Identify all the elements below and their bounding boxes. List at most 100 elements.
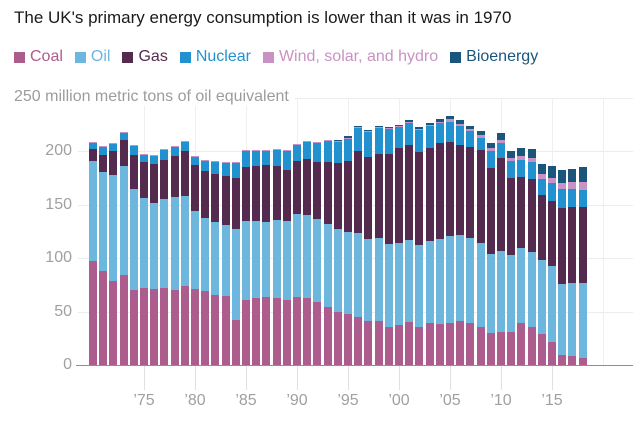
bar-1971 bbox=[99, 146, 108, 365]
bar-segment-coal bbox=[313, 301, 322, 365]
bar-segment-nuclear bbox=[466, 131, 475, 148]
bar-segment-coal bbox=[507, 331, 516, 365]
bar-segment-gas bbox=[405, 144, 414, 241]
bar-segment-wind-solar-and-hydro bbox=[425, 124, 434, 126]
bar-segment-bioenergy bbox=[486, 142, 495, 149]
bar-1994 bbox=[333, 139, 342, 365]
bar-segment-nuclear bbox=[272, 150, 281, 167]
bar-segment-nuclear bbox=[568, 188, 577, 207]
bar-segment-oil bbox=[405, 240, 414, 323]
bar-segment-wind-solar-and-hydro bbox=[119, 132, 128, 134]
bar-segment-coal bbox=[435, 324, 444, 365]
bar-segment-oil bbox=[313, 218, 322, 302]
bar-segment-oil bbox=[333, 229, 342, 312]
bar-1978 bbox=[170, 146, 179, 365]
bar-segment-oil bbox=[282, 220, 291, 300]
bar-segment-gas bbox=[548, 200, 556, 266]
bar-1975 bbox=[140, 153, 148, 365]
bar-segment-coal bbox=[303, 297, 312, 365]
bar-segment-gas bbox=[293, 161, 301, 215]
x-tick-label: ’00 bbox=[388, 392, 410, 409]
bar-segment-bioenergy bbox=[558, 169, 567, 184]
bar-segment-nuclear bbox=[129, 146, 138, 155]
bar-segment-nuclear bbox=[456, 125, 465, 145]
x-tick-mark bbox=[144, 365, 145, 390]
bar-segment-bioenergy bbox=[425, 122, 434, 125]
bar-segment-nuclear bbox=[293, 145, 301, 162]
bar-segment-gas bbox=[129, 154, 138, 189]
bar-segment-bioenergy bbox=[374, 125, 383, 127]
bar-segment-oil bbox=[374, 237, 383, 322]
y-tick-label: 200 bbox=[45, 142, 72, 160]
y-tick-label: 100 bbox=[45, 249, 72, 267]
bar-segment-wind-solar-and-hydro bbox=[517, 155, 526, 160]
bar-segment-oil bbox=[89, 161, 97, 262]
bar-segment-wind-solar-and-hydro bbox=[109, 142, 118, 144]
bar-segment-coal bbox=[578, 357, 587, 365]
x-tick-mark bbox=[348, 365, 349, 390]
bar-2013 bbox=[527, 149, 536, 365]
bar-segment-coal bbox=[466, 323, 475, 365]
bar-segment-wind-solar-and-hydro bbox=[527, 157, 536, 163]
bar-segment-coal bbox=[180, 285, 189, 365]
x-tick-label: ’85 bbox=[235, 392, 257, 409]
bar-segment-gas bbox=[446, 141, 454, 236]
bar-segment-wind-solar-and-hydro bbox=[476, 135, 485, 138]
bar-2011 bbox=[507, 151, 516, 365]
bar-segment-coal bbox=[476, 326, 485, 365]
bar-segment-wind-solar-and-hydro bbox=[558, 183, 567, 189]
bar-2008 bbox=[476, 131, 485, 365]
bar-segment-wind-solar-and-hydro bbox=[486, 148, 495, 152]
bar-segment-gas bbox=[211, 173, 220, 222]
bar-segment-nuclear bbox=[282, 151, 291, 170]
bar-segment-coal bbox=[415, 326, 424, 365]
bar-segment-oil bbox=[507, 255, 516, 332]
bar-segment-nuclear bbox=[303, 141, 312, 159]
bar-segment-wind-solar-and-hydro bbox=[221, 162, 230, 164]
bar-segment-gas bbox=[252, 166, 261, 221]
bar-2003 bbox=[425, 122, 434, 365]
bar-segment-wind-solar-and-hydro bbox=[231, 162, 240, 164]
bar-segment-gas bbox=[527, 179, 536, 252]
x-tick-mark bbox=[450, 365, 451, 390]
bar-segment-bioenergy bbox=[435, 119, 444, 122]
bar-segment-nuclear bbox=[89, 142, 97, 150]
bar-segment-oil bbox=[242, 220, 250, 300]
legend-item-nuclear: Nuclear bbox=[179, 48, 251, 66]
bar-segment-coal bbox=[282, 299, 291, 365]
bar-1990 bbox=[293, 143, 301, 365]
bar-segment-wind-solar-and-hydro bbox=[374, 126, 383, 128]
bar-segment-nuclear bbox=[180, 141, 189, 152]
bar-segment-coal bbox=[364, 321, 373, 365]
bar-segment-gas bbox=[89, 149, 97, 161]
bar-segment-wind-solar-and-hydro bbox=[272, 149, 281, 151]
bar-segment-gas bbox=[537, 195, 546, 261]
bar-segment-coal bbox=[89, 261, 97, 365]
bar-segment-oil bbox=[527, 251, 536, 327]
bar-segment-coal bbox=[344, 313, 352, 365]
bar-segment-gas bbox=[109, 151, 118, 175]
bar-segment-wind-solar-and-hydro bbox=[129, 145, 138, 147]
bar-segment-oil bbox=[180, 196, 189, 286]
x-tick-mark bbox=[246, 365, 247, 390]
bar-segment-bioenergy bbox=[456, 120, 465, 124]
bar-2012 bbox=[517, 148, 526, 365]
legend-item-coal: Coal bbox=[14, 48, 63, 66]
bar-segment-nuclear bbox=[344, 138, 352, 162]
bar-segment-wind-solar-and-hydro bbox=[344, 137, 352, 139]
bar-segment-coal bbox=[333, 311, 342, 365]
bar-1983 bbox=[221, 162, 230, 365]
bar-segment-bioenergy bbox=[384, 126, 393, 128]
bar-2018 bbox=[578, 167, 587, 365]
bar-segment-nuclear bbox=[578, 189, 587, 207]
bar-segment-coal bbox=[486, 332, 495, 365]
bar-1999 bbox=[384, 126, 393, 365]
bar-segment-coal bbox=[129, 290, 138, 365]
bar-segment-nuclear bbox=[252, 151, 261, 167]
bar-1970 bbox=[89, 141, 97, 365]
bar-segment-bioenergy bbox=[476, 131, 485, 136]
bar-segment-oil bbox=[344, 231, 352, 314]
bioenergy-swatch-icon bbox=[450, 51, 462, 63]
bar-segment-coal bbox=[160, 288, 169, 365]
bar-segment-gas bbox=[384, 153, 393, 245]
